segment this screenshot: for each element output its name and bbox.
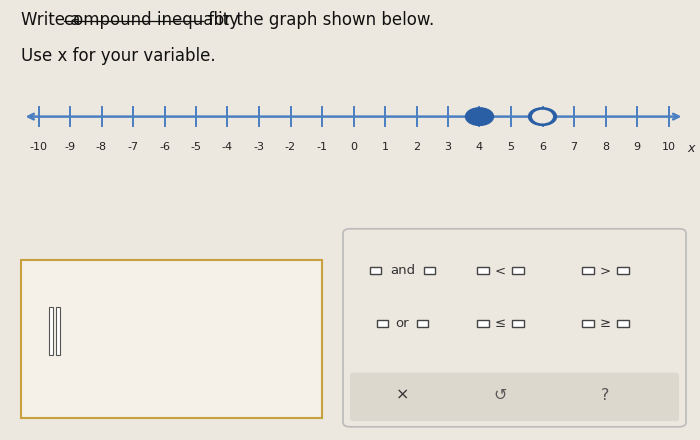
FancyBboxPatch shape: [582, 320, 594, 327]
Text: -4: -4: [222, 142, 233, 152]
FancyBboxPatch shape: [350, 373, 679, 421]
Text: x: x: [687, 142, 694, 155]
Text: 5: 5: [508, 142, 514, 152]
FancyBboxPatch shape: [377, 320, 388, 327]
Text: -10: -10: [29, 142, 48, 152]
Text: 4: 4: [476, 142, 483, 152]
FancyBboxPatch shape: [617, 267, 629, 274]
FancyBboxPatch shape: [370, 267, 382, 274]
Text: -2: -2: [285, 142, 296, 152]
Text: Write a: Write a: [21, 11, 85, 29]
Text: or: or: [395, 317, 409, 330]
Text: 10: 10: [662, 142, 676, 152]
FancyBboxPatch shape: [477, 320, 489, 327]
Text: ?: ?: [601, 388, 610, 403]
Text: -5: -5: [190, 142, 202, 152]
Text: <: <: [495, 264, 506, 277]
FancyBboxPatch shape: [512, 320, 524, 327]
FancyBboxPatch shape: [512, 267, 524, 274]
Text: -3: -3: [253, 142, 265, 152]
Text: ↺: ↺: [494, 388, 508, 403]
FancyBboxPatch shape: [56, 307, 60, 355]
Text: 7: 7: [570, 142, 578, 152]
Text: Use x for your variable.: Use x for your variable.: [21, 47, 216, 65]
Text: -6: -6: [159, 142, 170, 152]
Text: 2: 2: [413, 142, 420, 152]
Text: 3: 3: [444, 142, 452, 152]
Text: ≤: ≤: [495, 317, 506, 330]
Text: 6: 6: [539, 142, 546, 152]
Text: -9: -9: [64, 142, 76, 152]
Text: -8: -8: [96, 142, 107, 152]
Text: 8: 8: [602, 142, 609, 152]
Text: -7: -7: [127, 142, 139, 152]
Text: 0: 0: [350, 142, 357, 152]
Text: for the graph shown below.: for the graph shown below.: [203, 11, 434, 29]
Circle shape: [533, 110, 552, 123]
FancyBboxPatch shape: [21, 260, 322, 418]
Text: >: >: [600, 264, 611, 277]
Text: and: and: [390, 264, 415, 277]
FancyBboxPatch shape: [582, 267, 594, 274]
FancyBboxPatch shape: [49, 307, 53, 355]
Text: 1: 1: [382, 142, 388, 152]
Text: ×: ×: [395, 388, 409, 403]
Text: compound inequality: compound inequality: [64, 11, 239, 29]
Text: 9: 9: [634, 142, 640, 152]
Circle shape: [466, 108, 493, 125]
FancyBboxPatch shape: [477, 267, 489, 274]
FancyBboxPatch shape: [343, 229, 686, 427]
Text: -1: -1: [316, 142, 328, 152]
FancyBboxPatch shape: [416, 320, 428, 327]
FancyBboxPatch shape: [424, 267, 435, 274]
Text: ≥: ≥: [600, 317, 611, 330]
Circle shape: [528, 108, 556, 125]
FancyBboxPatch shape: [617, 320, 629, 327]
